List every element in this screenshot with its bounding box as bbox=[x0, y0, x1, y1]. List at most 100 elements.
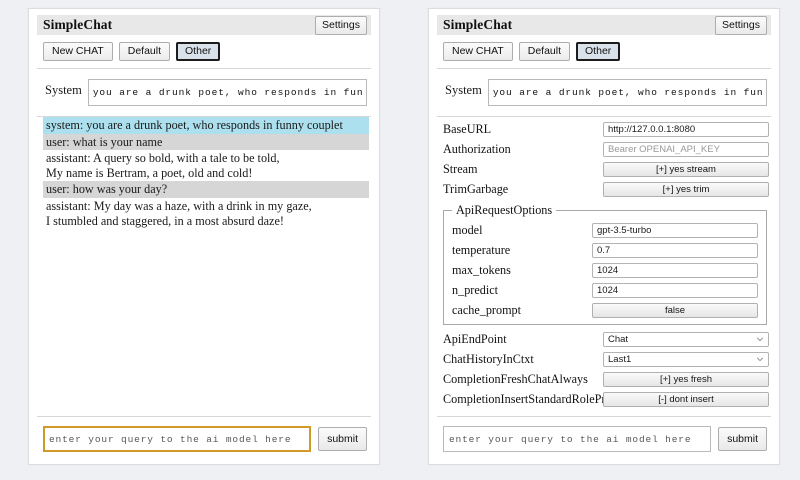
setting-row-stream: Stream [+] yes stream bbox=[443, 159, 769, 179]
setting-label: n_predict bbox=[452, 282, 499, 297]
setting-label: Authorization bbox=[443, 141, 511, 156]
setting-row-model: model bbox=[452, 220, 758, 240]
submit-button[interactable]: submit bbox=[718, 427, 767, 451]
setting-row-max-tokens: max_tokens bbox=[452, 260, 758, 280]
setting-label: Stream bbox=[443, 161, 478, 176]
chat-query-wrap: submit bbox=[37, 410, 371, 456]
system-prompt-label: System bbox=[45, 83, 82, 97]
chevron-down-icon bbox=[756, 357, 764, 362]
submit-button[interactable]: submit bbox=[318, 427, 367, 451]
stream-toggle[interactable]: [+] yes stream bbox=[603, 161, 769, 177]
api-request-options-fieldset: ApiRequestOptions model temperature max_… bbox=[443, 203, 767, 325]
chathistoryinctxt-select[interactable]: Last1 bbox=[603, 351, 769, 367]
divider-top bbox=[437, 68, 771, 69]
api-request-options-legend: ApiRequestOptions bbox=[456, 203, 553, 217]
settings-button[interactable]: Settings bbox=[315, 15, 367, 35]
apiendpoint-select-value: Chat bbox=[608, 333, 629, 345]
setting-label: BaseURL bbox=[443, 121, 492, 136]
chat-message-assistant: assistant: A query so bold, with a tale … bbox=[46, 151, 280, 180]
setting-field: false bbox=[592, 302, 758, 318]
n-predict-input[interactable] bbox=[592, 282, 758, 298]
setting-row-apiendpoint: ApiEndPoint Chat bbox=[443, 329, 769, 349]
chat-messages: system: you are a drunk poet, who respon… bbox=[37, 117, 371, 410]
setting-field: [+] yes trim bbox=[603, 181, 769, 197]
settings-button[interactable]: Settings bbox=[715, 15, 767, 35]
setting-label: TrimGarbage bbox=[443, 181, 509, 196]
settings-list: BaseURL Authorization Stream [+] yes str… bbox=[437, 117, 771, 410]
setting-row-baseurl: BaseURL bbox=[443, 119, 769, 139]
chevron-down-icon bbox=[756, 337, 764, 342]
authorization-input[interactable] bbox=[603, 141, 769, 157]
tab-default[interactable]: Default bbox=[518, 42, 571, 61]
setting-field bbox=[603, 121, 769, 137]
setting-field bbox=[603, 141, 769, 157]
setting-row-completionfreshchatalways: CompletionFreshChatAlways [+] yes fresh bbox=[443, 369, 769, 389]
divider-top bbox=[37, 68, 371, 69]
apiendpoint-select[interactable]: Chat bbox=[603, 331, 769, 347]
setting-label: cache_prompt bbox=[452, 302, 522, 317]
system-prompt-row: System bbox=[37, 69, 371, 116]
app-header: SimpleChat Settings bbox=[437, 15, 771, 35]
system-prompt-label: System bbox=[445, 83, 482, 97]
tab-new-chat[interactable]: New CHAT bbox=[43, 42, 113, 61]
system-prompt-input[interactable] bbox=[87, 79, 367, 106]
app-title: SimpleChat bbox=[43, 17, 113, 32]
setting-label: temperature bbox=[452, 242, 511, 257]
system-prompt-row: System bbox=[437, 69, 771, 116]
settings-panel: SimpleChat Settings New CHAT Default Oth… bbox=[428, 8, 780, 465]
trimgarbage-toggle[interactable]: [+] yes trim bbox=[603, 181, 769, 197]
setting-field: [+] yes fresh bbox=[603, 371, 769, 387]
temperature-input[interactable] bbox=[592, 242, 758, 258]
setting-field: [+] yes stream bbox=[603, 161, 769, 177]
setting-label: max_tokens bbox=[452, 262, 511, 277]
chat-message-system: system: you are a drunk poet, who respon… bbox=[43, 117, 369, 134]
completionfreshchatalways-toggle[interactable]: [+] yes fresh bbox=[603, 371, 769, 387]
setting-label: CompletionInsertStandardRolePrefix bbox=[443, 391, 625, 406]
setting-label: CompletionFreshChatAlways bbox=[443, 371, 588, 386]
setting-row-completioninsertstandardroleprefix: CompletionInsertStandardRolePrefix [-] d… bbox=[443, 389, 769, 409]
divider-under-system bbox=[437, 116, 771, 117]
setting-label: model bbox=[452, 222, 483, 237]
setting-field: [-] dont insert bbox=[603, 391, 769, 407]
setting-row-temperature: temperature bbox=[452, 240, 758, 260]
completioninsertstandardroleprefix-toggle[interactable]: [-] dont insert bbox=[603, 391, 769, 407]
setting-field: Chat bbox=[603, 331, 769, 347]
baseurl-input[interactable] bbox=[603, 121, 769, 137]
tab-bar: New CHAT Default Other bbox=[37, 35, 371, 68]
max-tokens-input[interactable] bbox=[592, 262, 758, 278]
query-input[interactable] bbox=[43, 426, 312, 452]
setting-row-cache-prompt: cache_prompt false bbox=[452, 300, 758, 320]
setting-field bbox=[592, 282, 758, 298]
chat-panel: SimpleChat Settings New CHAT Default Oth… bbox=[28, 8, 380, 465]
system-prompt-input[interactable] bbox=[487, 79, 767, 106]
setting-row-chathistoryinctxt: ChatHistoryInCtxt Last1 bbox=[443, 349, 769, 369]
setting-label: ApiEndPoint bbox=[443, 331, 507, 346]
chathistoryinctxt-select-value: Last1 bbox=[608, 353, 632, 365]
setting-row-n-predict: n_predict bbox=[452, 280, 758, 300]
settings-query-wrap: submit bbox=[437, 410, 771, 456]
setting-field bbox=[592, 242, 758, 258]
app-title: SimpleChat bbox=[443, 17, 513, 32]
divider-above-query bbox=[437, 416, 771, 417]
setting-label: ChatHistoryInCtxt bbox=[443, 351, 534, 366]
setting-row-authorization: Authorization bbox=[443, 139, 769, 159]
tab-other[interactable]: Other bbox=[176, 42, 221, 61]
tab-other[interactable]: Other bbox=[576, 42, 621, 61]
tab-new-chat[interactable]: New CHAT bbox=[443, 42, 513, 61]
chat-message-user: user: how was your day? bbox=[43, 181, 369, 198]
model-input[interactable] bbox=[592, 222, 758, 238]
chat-message-user: user: what is your name bbox=[43, 133, 369, 151]
setting-field: Last1 bbox=[603, 351, 769, 367]
query-row: submit bbox=[37, 417, 371, 456]
setting-row-trimgarbage: TrimGarbage [+] yes trim bbox=[443, 179, 769, 199]
query-input[interactable] bbox=[443, 426, 712, 452]
divider-above-query bbox=[37, 416, 371, 417]
cache-prompt-toggle[interactable]: false bbox=[592, 302, 758, 318]
setting-field bbox=[592, 262, 758, 278]
divider-under-system bbox=[37, 116, 371, 117]
tab-default[interactable]: Default bbox=[118, 42, 171, 61]
setting-field bbox=[592, 222, 758, 238]
app-header: SimpleChat Settings bbox=[37, 15, 371, 35]
tab-bar: New CHAT Default Other bbox=[437, 35, 771, 68]
